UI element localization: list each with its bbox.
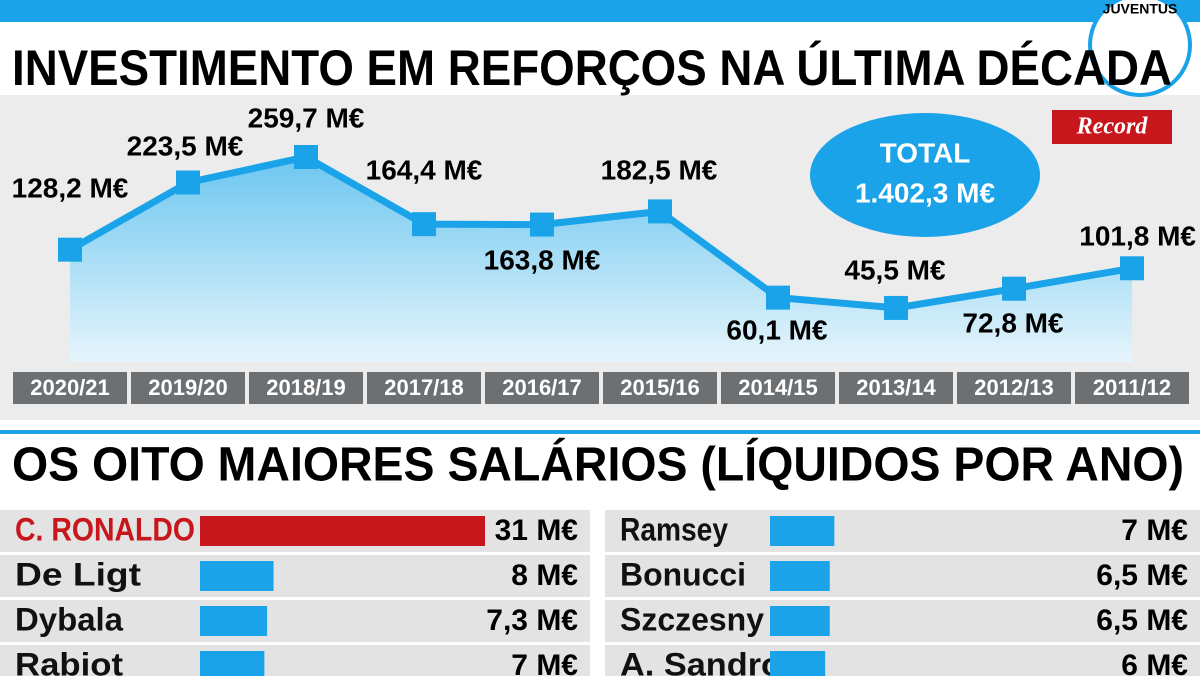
- point: [648, 199, 672, 224]
- bar: [200, 561, 274, 591]
- value-label: 6,5 M€: [1096, 604, 1188, 637]
- value-label: 8 M€: [511, 559, 578, 592]
- data-label: 60,1 M€: [726, 314, 828, 345]
- category-label: Bonucci: [620, 556, 746, 592]
- area: [70, 157, 1132, 362]
- category-box: [249, 372, 363, 404]
- row-background: [605, 555, 1200, 597]
- bar: [200, 516, 485, 546]
- bar: [200, 606, 268, 636]
- value-label: 7 M€: [1121, 514, 1188, 547]
- badge: JUVENTUS: [1088, 0, 1192, 97]
- value-label: 6,5 M€: [1096, 559, 1188, 592]
- point: [1002, 276, 1026, 301]
- logo-text: Record: [1076, 114, 1149, 140]
- category-box: [13, 372, 127, 404]
- badge-circle: [1088, 0, 1192, 97]
- category-label: Rabiot: [15, 646, 123, 676]
- value-label: 7,3 M€: [486, 604, 578, 637]
- x-tick-label: 2016/17: [502, 375, 582, 400]
- badge-text: JUVENTUS: [1103, 1, 1178, 17]
- x-tick-label: 2018/19: [266, 375, 346, 400]
- data-label: 164,4 M€: [366, 154, 483, 185]
- bar: [770, 606, 830, 636]
- point: [1120, 256, 1144, 281]
- data-label: 182,5 M€: [601, 154, 718, 185]
- x-tick-label: 2013/14: [856, 375, 936, 400]
- data-label: 163,8 M€: [484, 244, 601, 275]
- row-background: [605, 600, 1200, 642]
- row-background: [605, 645, 1200, 676]
- category-box: [131, 372, 245, 404]
- row-background: [0, 555, 590, 597]
- x-tick-label: 2011/12: [1093, 375, 1171, 400]
- category-box: [1075, 372, 1189, 404]
- data-label: 72,8 M€: [962, 307, 1064, 338]
- total-bubble: [810, 113, 1040, 237]
- category-box: [603, 372, 717, 404]
- category-label: C. RONALDO: [15, 511, 195, 547]
- point: [176, 170, 200, 195]
- point: [412, 212, 436, 237]
- record-logo: Record: [1052, 110, 1172, 144]
- chart-title: OS OITO MAIORES SALÁRIOS (LÍQUIDOS POR A…: [12, 438, 1184, 492]
- category-box: [957, 372, 1071, 404]
- value-label: 6 M€: [1121, 649, 1188, 676]
- category-box: [367, 372, 481, 404]
- x-tick-label: 2015/16: [620, 375, 700, 400]
- x-tick-label: 2017/18: [384, 375, 464, 400]
- chart-title: INVESTIMENTO EM REFORÇOS NA ÚLTIMA DÉCAD…: [12, 40, 1172, 96]
- row-background: [605, 510, 1200, 552]
- bar: [770, 651, 826, 676]
- separator: [0, 430, 1200, 434]
- category-label: Ramsey: [620, 511, 728, 547]
- point: [530, 212, 554, 237]
- point: [58, 237, 82, 262]
- category-label: A. Sandro: [620, 646, 782, 676]
- x-tick-label: 2019/20: [148, 375, 228, 400]
- total-value: 1.402,3 M€: [855, 177, 996, 208]
- category-label: Dybala: [15, 601, 123, 637]
- value-label: 7 M€: [511, 649, 578, 676]
- x-tick-label: 2012/13: [974, 375, 1054, 400]
- data-label: 45,5 M€: [844, 254, 946, 285]
- category-box: [721, 372, 835, 404]
- point: [766, 285, 790, 310]
- category-label: De Ligt: [15, 556, 141, 592]
- x-tick-label: 2014/15: [738, 375, 818, 400]
- row-background: [0, 645, 590, 676]
- data-label: 259,7 M€: [248, 102, 365, 133]
- category-label: Szczesny: [620, 601, 764, 637]
- row-background: [0, 600, 590, 642]
- category-box: [485, 372, 599, 404]
- total-title: TOTAL: [880, 137, 971, 168]
- top-strip: [0, 0, 1200, 22]
- logo-box: [1052, 110, 1172, 144]
- point: [884, 295, 908, 320]
- bar: [200, 651, 265, 676]
- line: [68, 153, 1133, 312]
- x-tick-label: 2020/21: [30, 375, 110, 400]
- point: [294, 145, 318, 169]
- bar: [770, 516, 835, 546]
- bar: [770, 561, 830, 591]
- value-label: 31 M€: [495, 514, 579, 547]
- category-box: [839, 372, 953, 404]
- data-label: 128,2 M€: [12, 172, 129, 203]
- data-label: 223,5 M€: [127, 130, 244, 161]
- data-label: 101,8 M€: [1079, 220, 1196, 251]
